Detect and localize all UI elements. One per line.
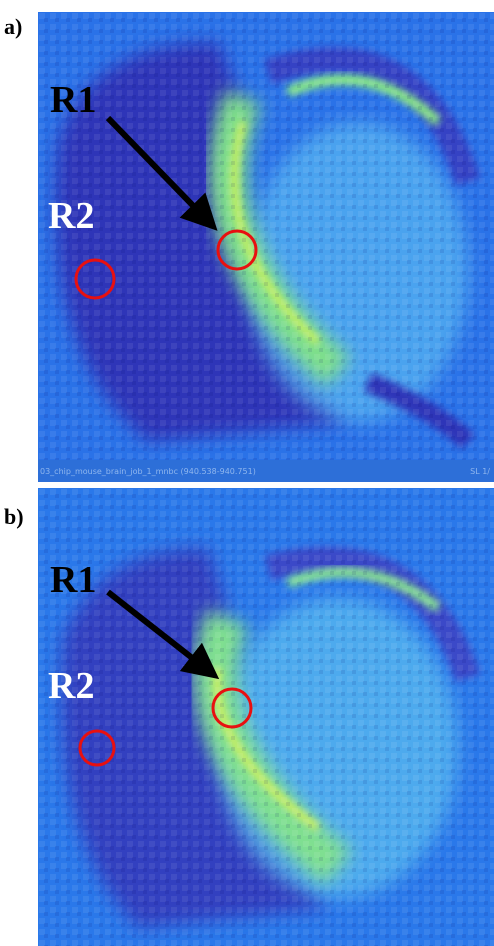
panel-label: a) [4, 14, 22, 39]
caption: 03_chip_mouse_brain_job_1_mnbc (940.538-… [40, 467, 256, 476]
heatmap-a: 03_chip_mouse_brain_job_1_mnbc (940.538-… [38, 12, 494, 482]
heatmap-b [38, 488, 494, 946]
slice-label: SL 1/ [470, 467, 490, 476]
region-label: R1 [50, 559, 96, 601]
region-label: R1 [50, 79, 96, 121]
region-label: R2 [48, 195, 94, 237]
panel-label: b) [4, 504, 24, 529]
figure: 03_chip_mouse_brain_job_1_mnbc (940.538-… [0, 0, 494, 946]
region-label: R2 [48, 665, 94, 707]
